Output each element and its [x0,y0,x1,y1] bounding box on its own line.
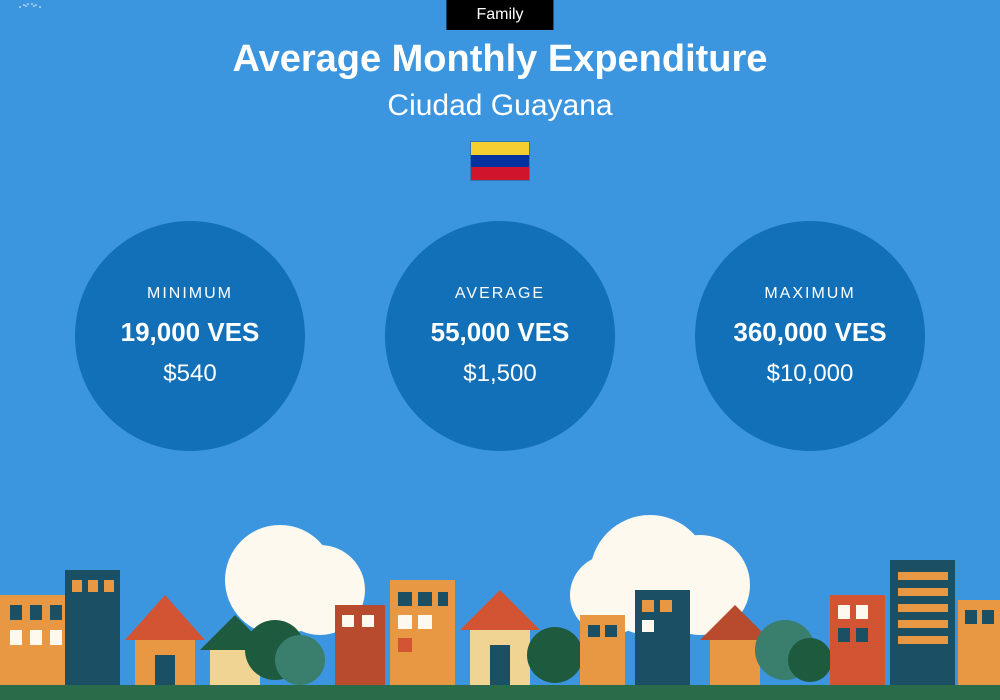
category-badge: Family [446,0,553,30]
stat-usd: $540 [163,360,216,388]
flag-stripe-top [471,142,529,155]
page-subtitle: Ciudad Guayana [0,89,1000,123]
flag-stripe-bottom [471,167,529,180]
flag-stars-icon [0,0,60,13]
stat-usd: $10,000 [767,360,854,388]
stat-label: MINIMUM [147,285,233,303]
page-title: Average Monthly Expenditure [0,38,1000,81]
stat-circle-minimum: MINIMUM 19,000 VES $540 [75,221,305,451]
stat-label: AVERAGE [455,285,545,303]
cityscape-illustration [0,500,1000,700]
stat-value: 360,000 VES [733,317,886,348]
stat-label: MAXIMUM [764,285,855,303]
stat-value: 55,000 VES [431,317,570,348]
flag-icon [470,141,530,181]
stat-usd: $1,500 [463,360,536,388]
stat-circle-average: AVERAGE 55,000 VES $1,500 [385,221,615,451]
stat-value: 19,000 VES [121,317,260,348]
stat-circle-maximum: MAXIMUM 360,000 VES $10,000 [695,221,925,451]
stats-row: MINIMUM 19,000 VES $540 AVERAGE 55,000 V… [0,221,1000,451]
flag-stripe-middle [471,155,529,168]
badge-label: Family [476,6,523,23]
